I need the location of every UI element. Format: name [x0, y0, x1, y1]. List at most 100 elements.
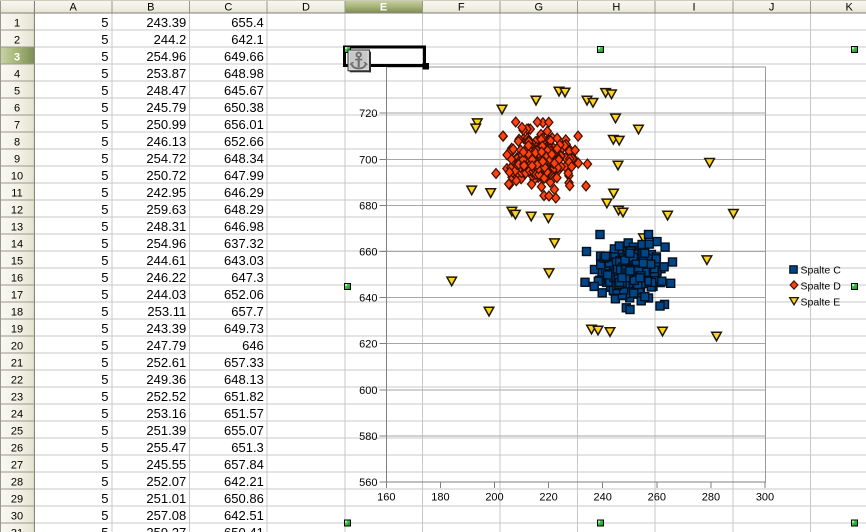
svg-text:5: 5 — [101, 457, 108, 472]
svg-text:255.47: 255.47 — [146, 440, 186, 455]
svg-text:643.03: 643.03 — [224, 253, 264, 268]
svg-text:651.82: 651.82 — [224, 389, 264, 404]
svg-text:280: 280 — [702, 492, 720, 504]
svg-text:647.3: 647.3 — [231, 270, 264, 285]
svg-text:5: 5 — [101, 406, 108, 421]
svg-text:648.98: 648.98 — [224, 66, 264, 81]
svg-text:240: 240 — [594, 492, 612, 504]
svg-text:657.7: 657.7 — [231, 304, 264, 319]
svg-text:5: 5 — [101, 253, 108, 268]
svg-text:5: 5 — [101, 219, 108, 234]
svg-text:11: 11 — [11, 188, 22, 200]
svg-text:B: B — [147, 2, 154, 14]
svg-text:C: C — [224, 2, 232, 14]
svg-text:244.61: 244.61 — [146, 253, 186, 268]
svg-text:580: 580 — [359, 431, 377, 443]
svg-text:22: 22 — [11, 375, 23, 387]
svg-text:253.16: 253.16 — [146, 406, 186, 421]
svg-text:19: 19 — [11, 324, 23, 336]
svg-text:F: F — [458, 2, 465, 14]
svg-text:5: 5 — [101, 304, 108, 319]
svg-text:651.3: 651.3 — [231, 440, 264, 455]
svg-text:646: 646 — [242, 338, 264, 353]
svg-text:5: 5 — [101, 440, 108, 455]
svg-text:642.51: 642.51 — [224, 508, 264, 523]
svg-text:647.99: 647.99 — [224, 168, 264, 183]
svg-text:249.36: 249.36 — [146, 372, 186, 387]
svg-text:5: 5 — [101, 49, 108, 64]
svg-text:27: 27 — [11, 460, 23, 472]
svg-text:E: E — [380, 2, 387, 14]
svg-text:560: 560 — [359, 477, 377, 489]
svg-text:5: 5 — [14, 86, 20, 98]
svg-text:5: 5 — [101, 236, 108, 251]
svg-text:15: 15 — [11, 256, 23, 268]
svg-text:650.41: 650.41 — [224, 525, 264, 532]
svg-text:245.55: 245.55 — [146, 457, 186, 472]
svg-text:242.95: 242.95 — [146, 185, 186, 200]
svg-text:18: 18 — [11, 307, 23, 319]
svg-text:244.2: 244.2 — [154, 32, 187, 47]
svg-text:620: 620 — [359, 339, 377, 351]
svg-text:250.99: 250.99 — [146, 117, 186, 132]
svg-text:245.79: 245.79 — [146, 100, 186, 115]
svg-text:8: 8 — [14, 137, 20, 149]
svg-text:160: 160 — [377, 492, 395, 504]
svg-text:650.38: 650.38 — [224, 100, 264, 115]
svg-text:5: 5 — [101, 389, 108, 404]
svg-text:648.34: 648.34 — [224, 151, 264, 166]
svg-text:2: 2 — [14, 35, 20, 47]
svg-text:5: 5 — [101, 355, 108, 370]
svg-text:656.01: 656.01 — [224, 117, 264, 132]
svg-text:648.29: 648.29 — [224, 202, 264, 217]
svg-text:10: 10 — [11, 171, 23, 183]
svg-text:254.72: 254.72 — [146, 151, 186, 166]
svg-text:9: 9 — [14, 154, 20, 166]
svg-text:5: 5 — [101, 474, 108, 489]
svg-text:252.52: 252.52 — [146, 389, 186, 404]
svg-text:5: 5 — [101, 32, 108, 47]
svg-text:220: 220 — [539, 492, 557, 504]
svg-text:5: 5 — [101, 117, 108, 132]
svg-text:260: 260 — [648, 492, 666, 504]
svg-text:13: 13 — [11, 222, 23, 234]
svg-text:5: 5 — [101, 66, 108, 81]
svg-text:655.07: 655.07 — [224, 423, 264, 438]
svg-text:25: 25 — [11, 426, 23, 438]
svg-text:257.08: 257.08 — [146, 508, 186, 523]
svg-text:648.13: 648.13 — [224, 372, 264, 387]
svg-text:657.84: 657.84 — [224, 457, 264, 472]
svg-text:Spalte E: Spalte E — [801, 297, 841, 309]
svg-text:649.73: 649.73 — [224, 321, 264, 336]
svg-text:646.98: 646.98 — [224, 219, 264, 234]
svg-text:259.27: 259.27 — [146, 525, 186, 532]
svg-text:5: 5 — [101, 202, 108, 217]
svg-text:248.47: 248.47 — [146, 83, 186, 98]
svg-text:5: 5 — [101, 83, 108, 98]
svg-text:642.1: 642.1 — [231, 32, 264, 47]
svg-text:660: 660 — [359, 247, 377, 259]
svg-text:600: 600 — [359, 385, 377, 397]
svg-text:5: 5 — [101, 287, 108, 302]
svg-text:246.13: 246.13 — [146, 134, 186, 149]
svg-text:K: K — [846, 2, 854, 14]
svg-text:646.29: 646.29 — [224, 185, 264, 200]
svg-text:29: 29 — [11, 494, 23, 506]
svg-text:6: 6 — [14, 103, 20, 115]
svg-text:700: 700 — [359, 154, 377, 166]
svg-text:23: 23 — [11, 392, 23, 404]
svg-text:720: 720 — [359, 108, 377, 120]
svg-text:246.22: 246.22 — [146, 270, 186, 285]
svg-text:H: H — [612, 2, 620, 14]
svg-text:5: 5 — [101, 525, 108, 532]
svg-text:253.87: 253.87 — [146, 66, 186, 81]
svg-text:259.63: 259.63 — [146, 202, 186, 217]
svg-text:5: 5 — [101, 185, 108, 200]
svg-text:J: J — [769, 2, 775, 14]
svg-text:17: 17 — [11, 290, 23, 302]
svg-text:657.33: 657.33 — [224, 355, 264, 370]
svg-text:243.39: 243.39 — [146, 321, 186, 336]
svg-text:21: 21 — [11, 358, 23, 370]
svg-text:251.01: 251.01 — [146, 491, 186, 506]
svg-text:254.96: 254.96 — [146, 49, 186, 64]
